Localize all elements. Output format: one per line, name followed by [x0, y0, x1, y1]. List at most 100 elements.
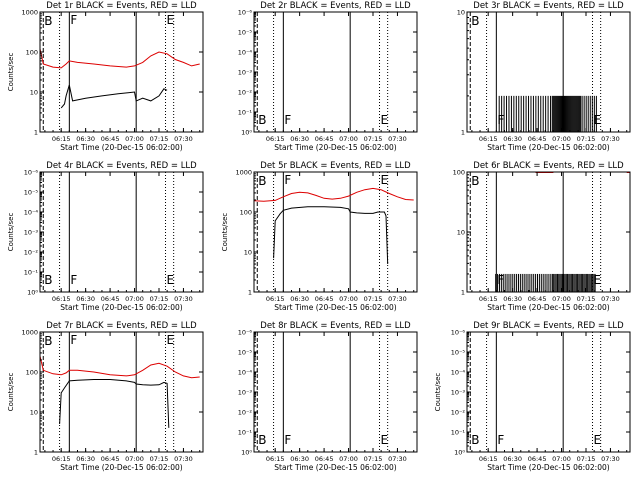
- y-tick-label: 1000: [235, 169, 252, 177]
- x-tick-label: 06:45: [315, 295, 334, 303]
- y-tick-label: 10⁻³: [451, 389, 466, 397]
- x-tick-label: 07:00: [125, 135, 144, 143]
- y-tick-label: 10⁰: [241, 129, 252, 137]
- marker-f: F: [70, 13, 77, 27]
- x-tick-label: 07:30: [174, 455, 193, 463]
- x-tick-label: 07:00: [552, 455, 571, 463]
- x-tick-label: 06:15: [266, 135, 285, 143]
- plot-area: [469, 172, 630, 292]
- marker-f: F: [497, 113, 504, 127]
- lld-series: [40, 48, 200, 69]
- x-tick-label: 07:00: [552, 135, 571, 143]
- events-series: [60, 84, 168, 109]
- x-tick-label: 06:30: [503, 295, 522, 303]
- y-tick-label: 100: [453, 169, 465, 177]
- marker-b: B: [44, 273, 52, 287]
- marker-f: F: [497, 273, 504, 287]
- x-tick-label: 07:30: [601, 135, 620, 143]
- x-tick-label: 06:45: [101, 295, 120, 303]
- x-axis-label: Start Time (20-Dec-15 06:02:00): [274, 143, 396, 152]
- y-axis-label: Counts/sec: [7, 373, 15, 412]
- marker-b: B: [258, 433, 266, 447]
- y-tick-label: 10⁻⁶: [238, 329, 253, 337]
- plot-frame: [253, 171, 418, 293]
- panel-title: Det 7r BLACK = Events, RED = LLD: [46, 321, 197, 331]
- plot-frame: [466, 11, 631, 133]
- plot-area: [469, 12, 602, 132]
- x-axis-label: Start Time (20-Dec-15 06:02:00): [274, 463, 396, 472]
- x-tick-label: 07:15: [577, 455, 596, 463]
- y-tick-label: 10⁻⁴: [24, 209, 39, 217]
- y-tick-label: 10⁻²: [451, 409, 466, 417]
- x-tick-label: 07:15: [577, 135, 596, 143]
- plot-frame: [39, 171, 204, 293]
- x-tick-label: 07:30: [388, 455, 407, 463]
- marker-f: F: [70, 273, 77, 287]
- x-axis-label: Start Time (20-Dec-15 06:02:00): [487, 143, 609, 152]
- x-tick-label: 06:30: [76, 295, 95, 303]
- events-series: [273, 206, 389, 265]
- y-axis-label: Counts/sec: [221, 213, 229, 252]
- detector-panel: Det 1r BLACK = Events, RED = LLD B F E 06:15…: [7, 1, 204, 152]
- marker-b: B: [258, 174, 266, 188]
- x-tick-label: 06:30: [503, 135, 522, 143]
- plot-frame: [253, 11, 418, 133]
- x-tick-label: 06:45: [528, 295, 547, 303]
- y-tick-label: 1: [34, 129, 38, 137]
- marker-e: E: [167, 13, 175, 27]
- marker-b: B: [471, 433, 479, 447]
- marker-f: F: [284, 433, 291, 447]
- y-tick-label: 10: [457, 9, 465, 17]
- panel-title: Det 6r BLACK = Events, RED = LLD: [473, 161, 624, 171]
- lld-series: [254, 187, 414, 202]
- x-axis-label: Start Time (20-Dec-15 06:02:00): [487, 463, 609, 472]
- y-axis-label: Counts/sec: [434, 373, 442, 412]
- y-tick-label: 10⁰: [241, 449, 252, 457]
- x-tick-label: 06:15: [52, 295, 71, 303]
- detector-panel: Det 6r BLACK = Events, RED = LLD B F E 06:15…: [453, 161, 631, 312]
- x-tick-label: 07:00: [125, 455, 144, 463]
- x-tick-label: 06:15: [52, 135, 71, 143]
- y-tick-label: 10⁻³: [238, 389, 253, 397]
- detector-panel: Det 8r BLACK = Events, RED = LLD B F E 06:15…: [238, 321, 418, 472]
- panel-title: Det 4r BLACK = Events, RED = LLD: [46, 161, 197, 171]
- y-axis-label: Counts/sec: [7, 53, 15, 92]
- panel-title: Det 1r BLACK = Events, RED = LLD: [46, 1, 197, 11]
- x-tick-label: 07:30: [601, 295, 620, 303]
- x-tick-label: 06:15: [266, 455, 285, 463]
- y-tick-label: 10⁻⁶: [451, 329, 466, 337]
- detector-panel: Det 3r BLACK = Events, RED = LLD B F E 06:15…: [457, 1, 631, 152]
- marker-e: E: [594, 273, 602, 287]
- x-tick-label: 06:30: [503, 455, 522, 463]
- y-tick-label: 10⁻³: [238, 69, 253, 77]
- y-tick-label: 10: [30, 89, 38, 97]
- x-tick-label: 07:00: [339, 295, 358, 303]
- y-tick-label: 10⁻⁵: [24, 189, 39, 197]
- marker-e: E: [167, 273, 175, 287]
- y-tick-label: 10⁻⁵: [238, 349, 253, 357]
- y-axis-label: Counts/sec: [7, 213, 15, 252]
- plot-area: [254, 172, 414, 292]
- y-tick-label: 10⁻⁶: [238, 9, 253, 17]
- detector-panel: Det 9r BLACK = Events, RED = LLD B F E 06:15…: [434, 321, 631, 472]
- y-tick-label: 10⁻⁵: [238, 29, 253, 37]
- marker-e: E: [594, 433, 602, 447]
- y-tick-label: 1: [461, 129, 465, 137]
- plot-area: [469, 332, 602, 452]
- x-tick-label: 06:15: [52, 455, 71, 463]
- x-tick-label: 07:30: [388, 295, 407, 303]
- y-tick-label: 10⁻⁵: [451, 349, 466, 357]
- x-tick-label: 07:30: [388, 135, 407, 143]
- panel-title: Det 8r BLACK = Events, RED = LLD: [260, 321, 411, 331]
- y-tick-label: 10⁻²: [24, 249, 39, 257]
- events-series: [59, 379, 170, 428]
- marker-e: E: [594, 113, 602, 127]
- x-tick-label: 07:15: [577, 295, 596, 303]
- plot-area: [256, 12, 389, 132]
- x-tick-label: 06:45: [101, 135, 120, 143]
- x-tick-label: 07:00: [552, 295, 571, 303]
- x-tick-label: 07:30: [174, 295, 193, 303]
- y-tick-label: 10⁻³: [24, 229, 39, 237]
- y-tick-label: 10⁻¹: [24, 269, 39, 277]
